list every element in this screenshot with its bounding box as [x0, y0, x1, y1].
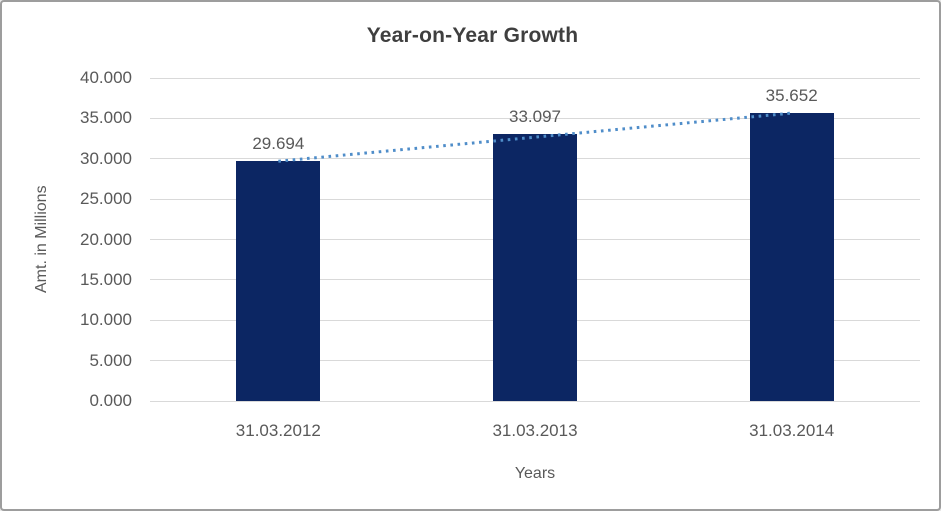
x-axis-title: Years — [514, 465, 556, 482]
data-label: 33.097 — [509, 106, 561, 126]
y-axis: 0.000 5.000 10.000 15.000 20.000 25.000 30.000… — [2, 2, 132, 509]
y-axis-tick-label: 5.000 — [89, 350, 132, 370]
data-label: 29.694 — [252, 134, 305, 154]
y-axis-tick-label: 30.000 — [80, 148, 132, 168]
y-axis-tick-label: 0.000 — [89, 391, 132, 410]
x-axis-tick-label: 31.03.2013 — [492, 421, 578, 440]
y-axis-tick-label: 20.000 — [80, 229, 132, 249]
bar-31.03.2014[interactable] — [749, 113, 834, 401]
y-axis-tick-label: 40.000 — [80, 68, 132, 87]
y-axis-tick-label: 15.000 — [80, 269, 132, 289]
y-axis-tick-label: 25.000 — [80, 189, 132, 209]
gridline — [150, 400, 920, 402]
chart-title: Year-on-Year Growth — [366, 24, 579, 47]
x-axis-tick-label: 31.03.2014 — [749, 421, 835, 440]
y-axis-tick-label: 10.000 — [80, 310, 132, 330]
y-axis-tick-label: 35.000 — [80, 108, 132, 128]
data-label: 35.652 — [765, 86, 818, 106]
bar-31.03.2012[interactable] — [236, 161, 321, 401]
gridline — [150, 77, 920, 79]
bar-31.03.2013[interactable] — [493, 133, 577, 401]
x-axis-tick-label: 31.03.2012 — [235, 421, 321, 440]
